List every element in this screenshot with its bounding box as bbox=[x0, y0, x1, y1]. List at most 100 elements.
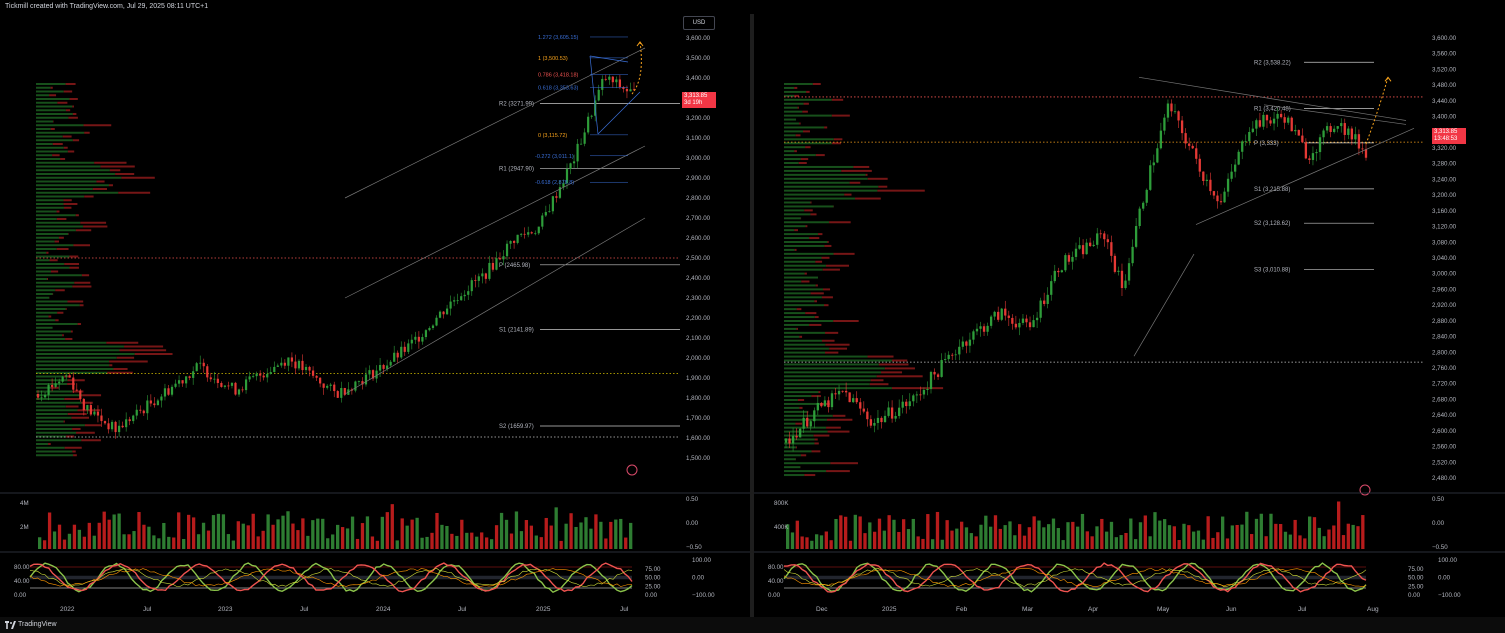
right-volume-profile-bar bbox=[784, 193, 845, 196]
right-volume-profile-bar bbox=[784, 280, 802, 283]
footer-brand[interactable]: TradingView bbox=[18, 621, 57, 628]
left-volume-profile-bar bbox=[36, 240, 55, 243]
left-volume-bar bbox=[326, 538, 330, 549]
left-volume-profile-bar bbox=[72, 450, 76, 453]
left-volume-profile-bar bbox=[36, 150, 68, 153]
left-volume-bar bbox=[405, 525, 409, 549]
right-candle-body bbox=[1018, 322, 1021, 328]
right-volume-bar bbox=[1061, 540, 1065, 549]
right-candle-body bbox=[795, 435, 798, 438]
right-volume-profile-bar bbox=[827, 430, 850, 433]
right-volume-bar bbox=[1341, 535, 1346, 549]
left-candle-body bbox=[576, 143, 579, 162]
left-candle-body bbox=[170, 386, 174, 395]
right-volume-bar bbox=[1022, 535, 1027, 549]
right-candle-body bbox=[1223, 191, 1226, 203]
right-volume-profile-bar bbox=[784, 438, 815, 441]
right-volume-profile-bar bbox=[827, 241, 829, 243]
left-volume-profile-bar bbox=[36, 188, 93, 190]
left-volume-bar bbox=[539, 537, 543, 549]
left-candle-body bbox=[393, 352, 396, 362]
left-candle-body bbox=[262, 375, 265, 378]
right-pivot-label: S2 (3,128.62) bbox=[1254, 221, 1290, 227]
left-fib-label: 1.272 (3,605.15) bbox=[538, 35, 579, 41]
right-candle-body bbox=[1156, 148, 1159, 163]
currency-button[interactable]: USD bbox=[683, 16, 715, 30]
right-volume-profile-bar bbox=[784, 379, 871, 382]
left-candle-body bbox=[82, 398, 85, 411]
right-volume-profile-bar bbox=[784, 335, 800, 338]
right-volume-bar bbox=[964, 527, 969, 549]
left-volume-bar bbox=[331, 534, 335, 549]
right-volume-right-axis-label: 0.50 bbox=[1432, 496, 1445, 503]
right-candle-body bbox=[1184, 133, 1187, 144]
left-volume-profile-bar bbox=[79, 304, 84, 307]
left-volume-profile-bar bbox=[36, 334, 63, 337]
right-volume-profile-bar bbox=[784, 173, 866, 176]
right-candle-body bbox=[830, 393, 834, 408]
right-candle-body bbox=[1251, 128, 1254, 132]
left-volume-bar bbox=[599, 521, 603, 549]
right-candle-body bbox=[1124, 280, 1127, 289]
right-volume-bar bbox=[1148, 536, 1152, 549]
right-volume-profile-bar bbox=[784, 122, 800, 125]
right-candle-body bbox=[798, 428, 802, 438]
right-volume-profile-bar bbox=[832, 414, 846, 417]
right-volume-bar bbox=[1158, 520, 1162, 549]
left-volume-profile-bar bbox=[62, 334, 64, 337]
right-volume-bar bbox=[1114, 537, 1118, 549]
left-volume-bar bbox=[529, 525, 533, 549]
left-candle-body bbox=[96, 411, 100, 416]
left-candle-body bbox=[223, 385, 227, 387]
right-chart-panel[interactable]: 3,600.00 3,560.00 3,520.00 3,480.00 3,440.00… bbox=[754, 14, 1505, 617]
right-candle-body bbox=[894, 415, 897, 419]
left-candle-body bbox=[43, 394, 47, 398]
right-candle-body bbox=[1258, 120, 1262, 127]
left-volume-profile-bar bbox=[36, 338, 66, 340]
right-volume-bar bbox=[1196, 530, 1201, 549]
right-volume-bar bbox=[892, 519, 896, 549]
right-candle-body bbox=[1209, 179, 1212, 192]
right-price-axis-label: 3,480.00 bbox=[1432, 82, 1457, 89]
right-volume-profile-bar bbox=[814, 316, 819, 319]
left-osc-left-axis-label: 80.00 bbox=[14, 564, 30, 571]
left-volume-bar bbox=[514, 511, 519, 549]
right-volume-profile-bar bbox=[784, 118, 797, 121]
left-candle-body bbox=[128, 419, 131, 422]
right-volume-profile-bar bbox=[784, 383, 870, 386]
left-volume-profile-bar bbox=[36, 311, 58, 314]
right-candle-body bbox=[947, 354, 950, 360]
left-candle-body bbox=[118, 425, 121, 433]
left-time-axis-label: 2023 bbox=[218, 606, 233, 613]
right-chart-canvas[interactable]: 3,600.00 3,560.00 3,520.00 3,480.00 3,440.00… bbox=[754, 14, 1505, 617]
left-volume-profile-bar bbox=[67, 383, 75, 385]
left-candle-body bbox=[537, 226, 540, 234]
left-volume-profile-bar bbox=[81, 274, 90, 277]
right-volume-profile-bar bbox=[784, 272, 805, 275]
left-candle-body bbox=[343, 387, 346, 395]
left-price-axis-label: 1,500.00 bbox=[686, 455, 711, 462]
left-volume-profile-bar bbox=[63, 199, 72, 202]
right-candle-body bbox=[1110, 242, 1113, 256]
left-chart-canvas[interactable]: 3,600.003,500.003,400.003,300.003,200.00… bbox=[0, 14, 751, 617]
right-candle-body bbox=[1244, 141, 1247, 143]
left-volume-profile-bar bbox=[64, 206, 72, 209]
left-volume-profile-bar bbox=[64, 446, 82, 449]
right-volume-profile-bar bbox=[826, 470, 850, 473]
left-volume-profile-bar bbox=[36, 353, 135, 355]
right-candle-body bbox=[919, 394, 922, 396]
panel-divider[interactable] bbox=[750, 14, 754, 617]
left-osc-right-axis-label: 25.00 bbox=[645, 583, 661, 590]
left-volume-profile-bar bbox=[72, 105, 74, 108]
left-volume-profile-bar bbox=[36, 416, 72, 419]
right-volume-profile-bar bbox=[784, 154, 816, 157]
left-candle-body bbox=[615, 79, 618, 83]
left-volume-bar bbox=[206, 530, 211, 549]
left-candle-body bbox=[611, 76, 614, 83]
left-candle-body bbox=[495, 258, 498, 270]
left-chart-panel[interactable]: 3,600.003,500.003,400.003,300.003,200.00… bbox=[0, 14, 751, 617]
right-volume-bar bbox=[1080, 513, 1085, 549]
left-volume-profile-bar bbox=[72, 428, 81, 430]
right-volume-profile-bar bbox=[784, 150, 795, 153]
right-price-axis-label: 2,840.00 bbox=[1432, 334, 1457, 341]
